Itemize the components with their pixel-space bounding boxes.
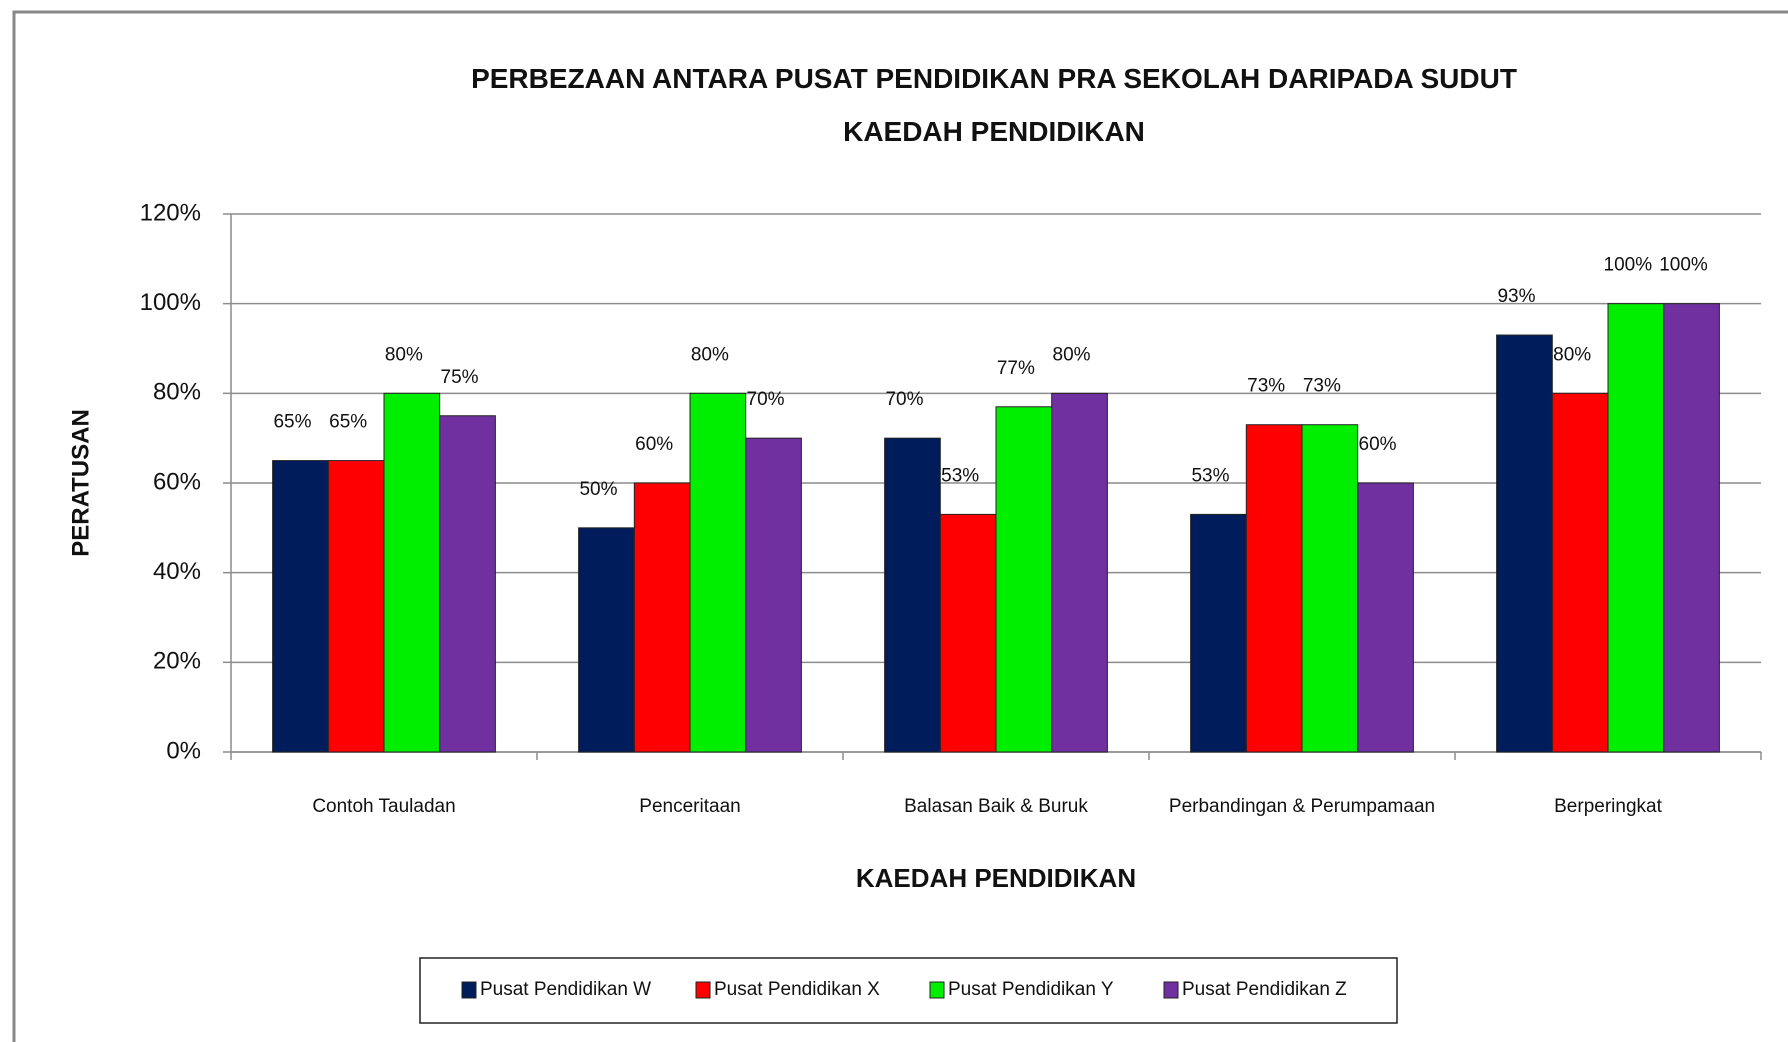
legend-box [419,957,1398,1024]
x-tick-label: Berperingkat [1554,796,1662,817]
legend-swatch [1163,981,1179,999]
bar [578,527,635,753]
x-tick-label: Balasan Baik & Buruk [904,796,1088,817]
value-label: 65% [329,412,367,433]
legend-label: Pusat Pendidikan W [480,979,651,1000]
legend-label: Pusat Pendidikan Z [1182,979,1347,1000]
y-tick-label: 80% [153,379,201,406]
bar [272,460,329,753]
bar [1663,303,1720,753]
y-axis-label: PERATUSAN [67,409,94,557]
bar [1607,303,1665,753]
value-label: 80% [691,344,729,365]
x-axis-label: KAEDAH PENDIDIKAN [856,863,1136,893]
bar [1245,424,1303,753]
value-label: 80% [1053,344,1091,365]
bar [995,406,1053,753]
bar [439,415,496,753]
value-label: 93% [1497,286,1535,307]
bar [1301,424,1359,753]
y-tick-label: 120% [140,199,201,226]
y-tick-label: 100% [140,289,201,316]
value-label: 60% [1359,434,1397,455]
value-label: 77% [997,358,1035,379]
value-label: 73% [1303,376,1341,397]
value-label: 100% [1604,255,1653,276]
bar [383,392,441,753]
bar [939,513,997,753]
value-label: 70% [885,389,923,410]
y-tick-label: 0% [166,737,201,764]
y-tick-label: 20% [153,648,201,675]
value-label: 80% [1553,344,1591,365]
chart-title: PERBEZAAN ANTARA PUSAT PENDIDIKAN PRA SE… [471,63,1517,147]
value-label: 75% [441,367,479,388]
y-tick-label: 40% [153,558,201,585]
bar [745,437,802,753]
value-label: 80% [385,344,423,365]
x-tick-label: Contoh Tauladan [312,796,455,817]
legend-swatch [461,981,477,999]
bar [884,437,941,753]
value-label: 53% [941,465,979,486]
y-tick-label: 60% [153,468,201,495]
bar [689,392,747,753]
bar [1551,392,1609,753]
x-tick-label: Penceritaan [639,796,740,817]
bar [1051,392,1108,753]
bar [327,460,385,753]
legend-label: Pusat Pendidikan X [714,979,880,1000]
legend-swatch [695,981,711,999]
value-label: 50% [579,479,617,500]
value-label: 53% [1191,465,1229,486]
legend-label: Pusat Pendidikan Y [948,979,1114,1000]
bar [633,482,691,753]
value-label: 60% [635,434,673,455]
bar [1357,482,1414,753]
x-tick-label: Perbandingan & Perumpamaan [1169,796,1435,817]
legend-swatch [929,981,945,999]
value-label: 65% [273,412,311,433]
value-label: 73% [1247,376,1285,397]
bar [1496,334,1553,753]
value-label: 70% [747,389,785,410]
value-label: 100% [1659,255,1708,276]
bar [1190,513,1247,753]
